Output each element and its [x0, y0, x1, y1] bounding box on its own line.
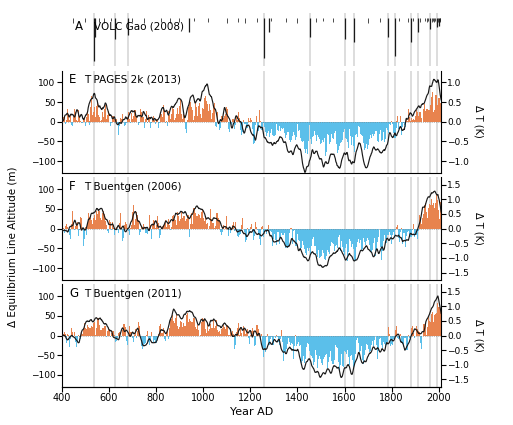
Text: T Buentgen (2006): T Buentgen (2006): [84, 182, 182, 192]
Y-axis label: Δ T (K): Δ T (K): [473, 319, 483, 352]
Text: A: A: [75, 20, 83, 33]
Text: VOLC Gao (2008): VOLC Gao (2008): [94, 22, 184, 32]
Text: F: F: [69, 180, 76, 193]
Text: T PAGES 2k (2013): T PAGES 2k (2013): [84, 75, 181, 85]
Text: E: E: [69, 73, 76, 86]
Y-axis label: Δ T (K): Δ T (K): [473, 105, 483, 138]
Text: Δ Equilibrium Line Altitude (m): Δ Equilibrium Line Altitude (m): [8, 166, 18, 327]
Text: T Buentgen (2011): T Buentgen (2011): [84, 289, 182, 299]
X-axis label: Year AD: Year AD: [230, 407, 273, 417]
Y-axis label: Δ T (K): Δ T (K): [473, 212, 483, 245]
Text: G: G: [69, 286, 78, 300]
